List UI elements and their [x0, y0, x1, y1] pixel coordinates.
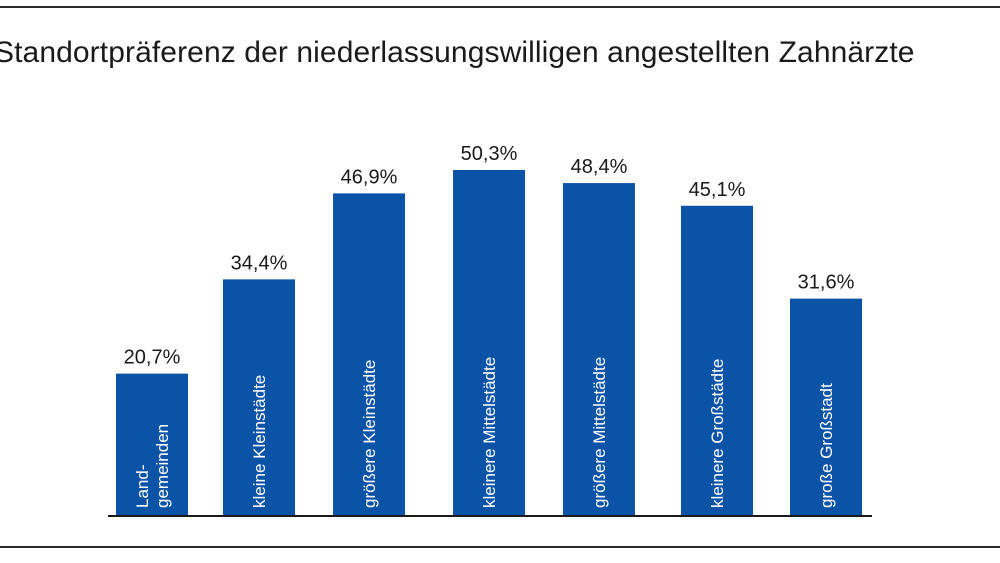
- bar-6: [681, 205, 753, 516]
- bar-5: [563, 183, 635, 516]
- frame-bottom-rule: [0, 546, 1000, 548]
- value-label-3: 46,9%: [341, 166, 398, 188]
- category-label-1: Land-gemeinden: [133, 424, 172, 508]
- value-label-5: 48,4%: [571, 156, 628, 178]
- category-label-6: kleinere Großstädte: [708, 359, 727, 508]
- value-label-1: 20,7%: [124, 347, 181, 369]
- category-label-3: größere Kleinstädte: [360, 360, 379, 508]
- category-label-7: große Großstadt: [817, 383, 836, 508]
- value-label-6: 45,1%: [689, 179, 746, 201]
- bar-1: [116, 373, 188, 516]
- value-label-4: 50,3%: [461, 143, 518, 165]
- bar-7: [790, 298, 862, 516]
- category-label-2: kleine Kleinstädte: [250, 375, 269, 508]
- bar-2: [223, 279, 295, 516]
- value-label-2: 34,4%: [231, 252, 288, 274]
- bar-4: [453, 170, 525, 516]
- category-label-4: kleinere Mittelstädte: [480, 357, 499, 508]
- bar-3: [333, 193, 405, 516]
- value-label-7: 31,6%: [798, 272, 855, 294]
- category-label-5: größere Mittelstädte: [590, 357, 609, 508]
- frame-top-rule: [0, 6, 1000, 8]
- chart-title: Standortpräferenz der niederlassungswill…: [0, 36, 915, 69]
